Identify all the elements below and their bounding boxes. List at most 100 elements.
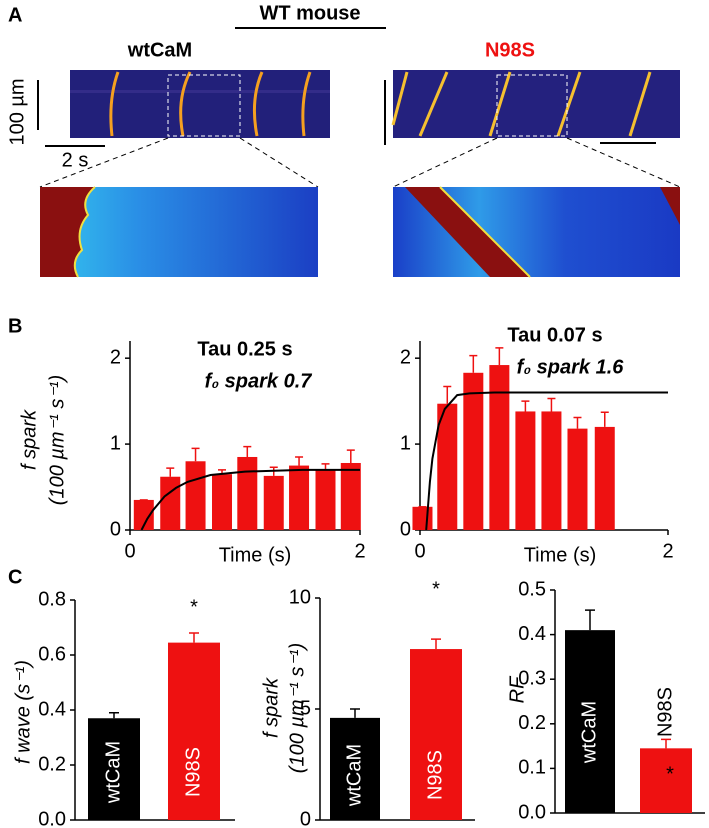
error-bar — [166, 467, 175, 477]
error-bar — [350, 708, 360, 718]
y-axis-label: f spark — [18, 409, 40, 470]
error-bar — [443, 385, 452, 404]
bar — [412, 506, 433, 530]
bar — [88, 718, 140, 820]
annotation: * — [432, 578, 440, 600]
panel-label: A — [8, 4, 22, 26]
y-tick-label: 0.6 — [38, 643, 66, 665]
panel-label: B — [8, 315, 22, 337]
error-bar — [191, 447, 200, 462]
y-tick-label: 0.4 — [518, 623, 546, 645]
error-bar — [585, 609, 595, 631]
bar — [315, 469, 336, 530]
panel-label: C — [8, 566, 22, 588]
zoom-image — [393, 186, 680, 278]
y-tick-label: 2 — [400, 346, 411, 368]
error-bar — [189, 632, 199, 643]
annotation: f₀ spark 0.7 — [205, 370, 313, 392]
y-tick-label: 2 — [110, 346, 121, 368]
error-bar — [469, 354, 478, 373]
error-bar — [661, 738, 671, 749]
fit-line — [140, 468, 360, 531]
category-label: wtCaM — [343, 744, 365, 807]
bar — [489, 365, 510, 530]
linescan-image — [391, 70, 680, 138]
y-tick-label: 5 — [300, 697, 311, 719]
bar — [594, 426, 615, 530]
x-tick-label: 2 — [662, 540, 673, 562]
bar — [437, 403, 458, 530]
x-axis-label: Time (s) — [524, 544, 597, 566]
bar — [185, 461, 206, 530]
bar — [515, 411, 536, 530]
y-tick-label: 0 — [110, 518, 121, 540]
bar — [340, 462, 361, 530]
y-tick-label: 0.0 — [38, 808, 66, 828]
bar — [330, 717, 380, 820]
x-tick-label: 2 — [354, 540, 365, 562]
bar — [463, 372, 484, 530]
error-bar — [521, 400, 530, 412]
annotation: * — [190, 596, 198, 618]
error-bar — [321, 463, 330, 470]
category-label: wtCaM — [102, 741, 124, 804]
x-axis-label: Time (s) — [219, 544, 292, 566]
error-bar — [600, 411, 609, 427]
bar — [168, 642, 220, 820]
y-axis-label: f wave (s⁻¹) — [12, 660, 34, 764]
bar — [541, 411, 562, 530]
y-tick-label: 0 — [300, 808, 311, 828]
y-tick-label: 1 — [400, 432, 411, 454]
y-axis-label: (100 µm⁻¹ s⁻¹) — [46, 375, 68, 505]
scale-label: 2 s — [62, 149, 89, 171]
x-tick-label: 0 — [414, 540, 425, 562]
error-bar — [573, 416, 582, 429]
y-tick-label: 0.3 — [518, 667, 546, 689]
bar — [133, 499, 154, 530]
bar — [212, 474, 232, 530]
error-bar — [346, 449, 355, 463]
annotation: f₀ spark 1.6 — [517, 356, 625, 378]
y-tick-label: 10 — [289, 586, 311, 608]
y-tick-label: 0.0 — [518, 801, 546, 823]
y-axis-label: (100 µm⁻¹ s⁻¹) — [286, 643, 308, 773]
error-bar — [431, 638, 441, 650]
y-tick-label: 0.2 — [38, 753, 66, 775]
x-tick-label: 0 — [124, 540, 135, 562]
category-label: N98S — [182, 747, 204, 797]
bar — [410, 649, 462, 820]
bar — [567, 428, 588, 530]
condition-title: N98S — [485, 39, 535, 61]
scale-bar — [37, 80, 656, 147]
y-tick-label: 0.5 — [518, 578, 546, 600]
y-tick-label: 0 — [400, 518, 411, 540]
error-bar — [109, 712, 119, 719]
scale-label: 100 µm — [6, 78, 28, 145]
annotation: Tau 0.07 s — [507, 324, 602, 346]
bar — [565, 630, 615, 813]
y-tick-label: 0.4 — [38, 698, 66, 720]
zoom-image — [40, 186, 318, 278]
y-axis-label: f spark — [260, 677, 282, 738]
zoom-line — [39, 137, 681, 188]
linescan-image — [70, 70, 330, 138]
category-label: N98S — [654, 687, 676, 737]
y-axis-label: RF — [506, 675, 528, 703]
error-bar — [495, 347, 504, 366]
y-tick-label: 0.1 — [518, 757, 546, 779]
bar — [263, 475, 284, 530]
error-bar — [295, 456, 304, 466]
category-label: wtCaM — [578, 701, 600, 764]
condition-title: wtCaM — [127, 39, 192, 61]
bar — [237, 456, 258, 530]
category-label: N98S — [424, 750, 446, 800]
bar — [160, 476, 181, 530]
annotation: * — [666, 763, 674, 785]
error-bar — [547, 397, 556, 412]
panel-title: WT mouse — [259, 2, 360, 24]
y-tick-label: 0.2 — [518, 712, 546, 734]
error-bar — [243, 445, 252, 457]
annotation: Tau 0.25 s — [197, 338, 292, 360]
